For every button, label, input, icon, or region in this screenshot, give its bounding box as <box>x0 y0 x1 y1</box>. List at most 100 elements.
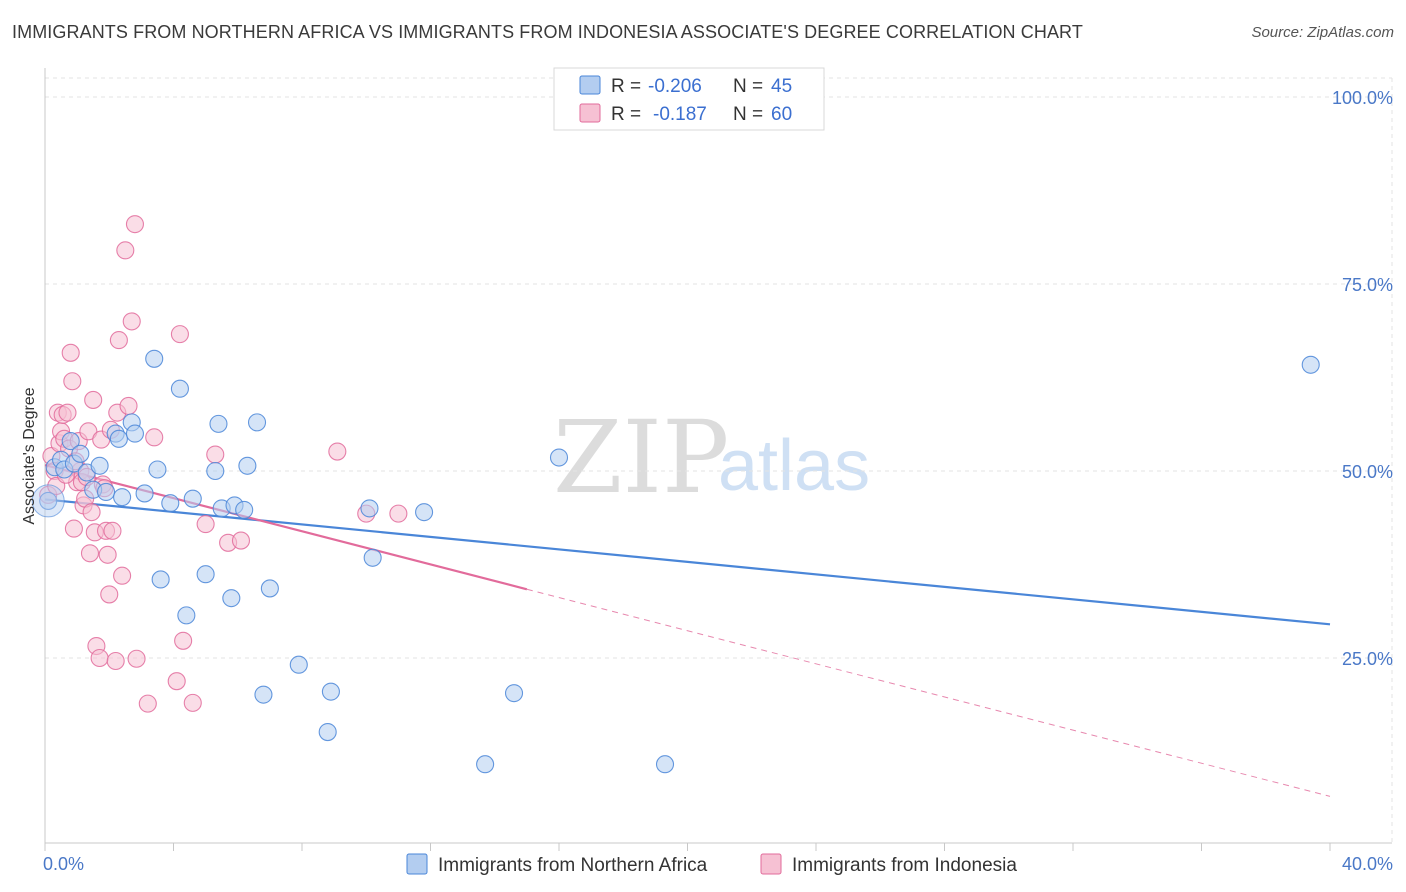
point-indonesia <box>113 566 132 585</box>
point-northern-africa <box>238 456 257 475</box>
point-northern-africa <box>113 488 132 507</box>
chart-title: IMMIGRANTS FROM NORTHERN AFRICA VS IMMIG… <box>12 22 1083 42</box>
point-northern-africa <box>170 379 189 398</box>
point-indonesia <box>58 403 77 422</box>
point-indonesia <box>119 396 138 415</box>
point-northern-africa <box>260 579 279 598</box>
point-northern-africa <box>206 461 225 481</box>
point-indonesia <box>127 649 146 668</box>
y-tick-label: 100.0% <box>1332 88 1393 108</box>
point-northern-africa <box>148 460 167 479</box>
x-tick-label-min: 0.0% <box>43 854 84 874</box>
point-indonesia <box>106 651 125 671</box>
point-northern-africa <box>209 414 228 433</box>
series-northern-africa-points <box>31 349 1320 774</box>
point-northern-africa <box>289 655 308 674</box>
legend-r-value-pink: -0.187 <box>653 104 707 125</box>
point-indonesia <box>63 372 82 391</box>
point-northern-africa <box>90 456 109 475</box>
point-indonesia <box>206 445 225 464</box>
point-northern-africa <box>504 684 524 703</box>
series-indonesia-points <box>39 215 408 713</box>
trend-line-dashed <box>526 588 1331 797</box>
point-northern-africa <box>183 489 202 508</box>
trend-lines <box>44 463 1331 797</box>
point-indonesia <box>79 422 98 441</box>
point-cluster-large <box>31 484 65 518</box>
point-indonesia <box>116 241 135 260</box>
point-northern-africa <box>321 682 340 701</box>
legend-n-label-pink: N = <box>733 104 763 125</box>
point-indonesia <box>328 442 347 461</box>
point-northern-africa <box>222 589 241 608</box>
legend-swatch-pink <box>579 103 601 123</box>
source-label: Source: ZipAtlas.com <box>1251 24 1394 41</box>
point-northern-africa <box>1301 355 1320 374</box>
point-northern-africa <box>196 565 215 584</box>
point-northern-africa <box>61 432 80 451</box>
legend-swatch-blue <box>579 75 601 95</box>
point-northern-africa <box>39 491 58 510</box>
point-northern-africa <box>71 444 90 463</box>
point-indonesia <box>196 515 215 534</box>
point-indonesia <box>103 521 122 540</box>
trend-line-solid <box>44 463 528 591</box>
point-northern-africa <box>318 723 337 742</box>
bottom-legend-label-blue: Immigrants from Northern Africa <box>438 855 708 876</box>
point-northern-africa <box>655 755 675 774</box>
x-tick-labels: 0.0% 40.0% <box>43 854 1393 874</box>
point-indonesia <box>100 585 119 604</box>
legend-n-value-pink: 60 <box>771 104 792 125</box>
point-indonesia <box>122 312 141 331</box>
point-indonesia <box>138 694 157 713</box>
point-northern-africa <box>247 413 267 432</box>
legend-n-value-blue: 45 <box>771 76 792 97</box>
bottom-legend: Immigrants from Northern Africa Immigran… <box>406 853 1017 876</box>
point-indonesia <box>64 519 83 538</box>
point-northern-africa <box>151 570 170 589</box>
point-northern-africa <box>363 548 382 567</box>
point-indonesia <box>125 215 144 234</box>
point-northern-africa <box>109 429 128 448</box>
point-indonesia <box>80 544 100 563</box>
point-indonesia <box>109 331 128 350</box>
bottom-legend-swatch-pink <box>760 853 782 875</box>
point-indonesia <box>167 672 186 691</box>
point-northern-africa <box>161 494 180 513</box>
point-northern-africa <box>125 424 144 443</box>
y-tick-label: 25.0% <box>1342 649 1393 669</box>
point-indonesia <box>82 503 101 522</box>
legend-r-label-pink: R = <box>611 104 641 125</box>
legend-box: R = -0.206 N = 45 R = -0.187 N = 60 <box>553 67 825 131</box>
trend-line <box>44 498 1331 626</box>
point-indonesia <box>170 325 189 344</box>
watermark-zip: ZIP <box>553 399 729 516</box>
point-northern-africa <box>476 755 495 774</box>
watermark-atlas: atlas <box>718 426 870 506</box>
y-tick-label: 50.0% <box>1342 462 1393 482</box>
point-indonesia <box>174 631 193 650</box>
point-northern-africa <box>235 500 254 519</box>
point-indonesia <box>61 343 80 362</box>
legend-n-label-blue: N = <box>733 76 763 97</box>
bottom-legend-swatch-blue <box>406 853 428 875</box>
point-northern-africa <box>415 503 434 522</box>
point-indonesia <box>98 545 117 564</box>
point-northern-africa <box>177 606 196 625</box>
point-indonesia <box>183 693 202 712</box>
x-tick-label-max: 40.0% <box>1342 854 1393 874</box>
point-indonesia <box>84 390 103 409</box>
point-indonesia <box>145 428 164 447</box>
y-tick-label: 75.0% <box>1342 275 1393 295</box>
bottom-legend-label-pink: Immigrants from Indonesia <box>792 855 1017 876</box>
point-indonesia <box>389 504 408 523</box>
y-tick-labels: 100.0% 75.0% 50.0% 25.0% <box>1332 88 1393 669</box>
legend-r-value-blue: -0.206 <box>648 76 702 97</box>
y-axis-label: Associate's Degree <box>21 387 38 524</box>
point-indonesia <box>231 531 251 550</box>
point-northern-africa <box>549 448 569 467</box>
legend-r-label-blue: R = <box>611 76 641 97</box>
point-northern-africa <box>96 482 116 501</box>
point-northern-africa <box>360 499 379 518</box>
